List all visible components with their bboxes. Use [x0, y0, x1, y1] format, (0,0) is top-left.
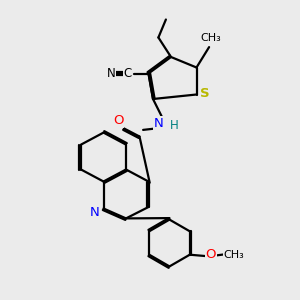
Text: O: O: [206, 248, 216, 261]
Text: CH₃: CH₃: [200, 33, 221, 43]
Text: N: N: [154, 117, 163, 130]
Text: O: O: [113, 114, 124, 128]
Text: CH₃: CH₃: [224, 250, 244, 260]
Text: S: S: [200, 87, 210, 101]
Text: H: H: [170, 118, 179, 132]
Text: N: N: [106, 67, 116, 80]
Text: C: C: [123, 67, 132, 80]
Text: N: N: [90, 206, 100, 220]
